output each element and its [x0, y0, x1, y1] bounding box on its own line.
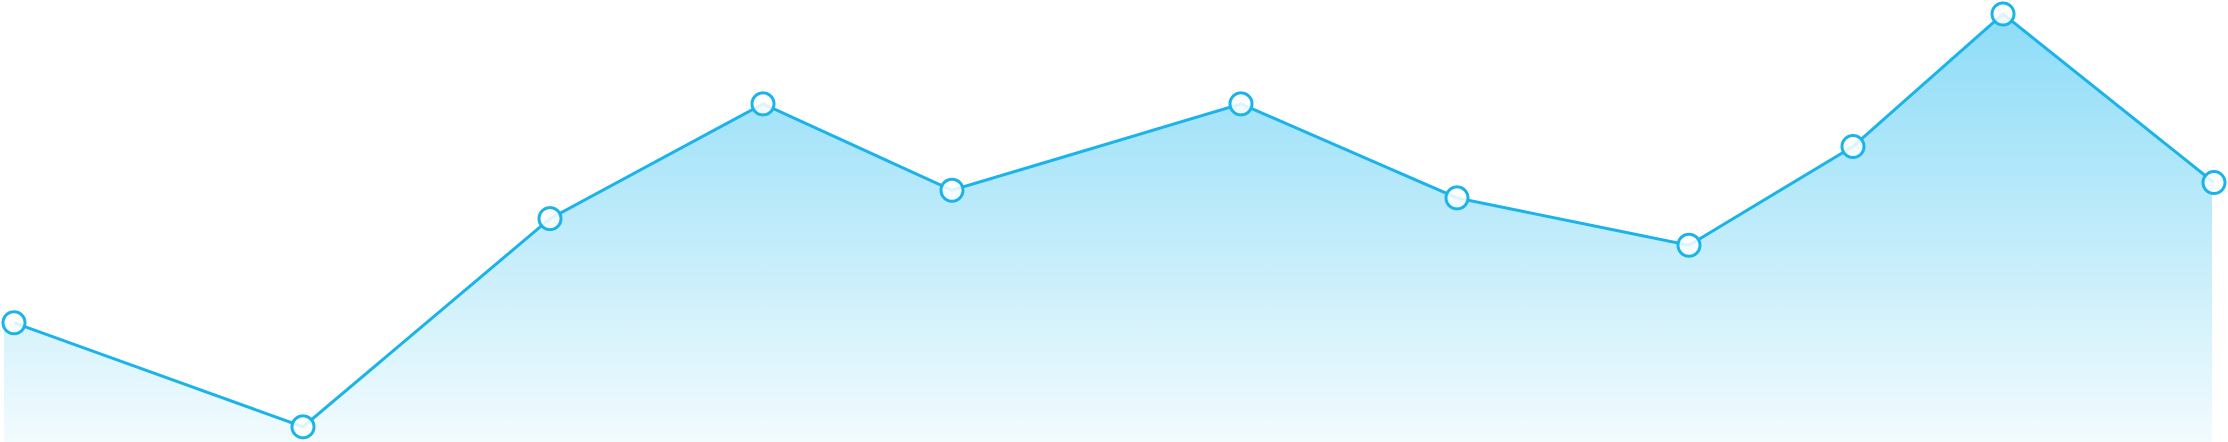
area-fill: [4, 14, 2214, 442]
data-point[interactable]: [1, 310, 27, 336]
data-point[interactable]: [537, 206, 563, 232]
data-point[interactable]: [939, 177, 965, 203]
data-point[interactable]: [2201, 170, 2227, 196]
data-point[interactable]: [750, 91, 776, 117]
data-point[interactable]: [1676, 232, 1702, 258]
data-point[interactable]: [1444, 185, 1470, 211]
data-point[interactable]: [1840, 133, 1866, 159]
data-point[interactable]: [290, 414, 316, 440]
data-point[interactable]: [1990, 1, 2016, 27]
data-point[interactable]: [1228, 91, 1254, 117]
